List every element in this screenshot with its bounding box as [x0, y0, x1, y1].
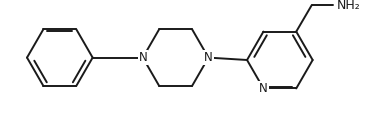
- Text: NH₂: NH₂: [337, 0, 361, 12]
- Text: N: N: [259, 82, 268, 95]
- Text: N: N: [139, 51, 147, 64]
- Text: N: N: [204, 51, 213, 64]
